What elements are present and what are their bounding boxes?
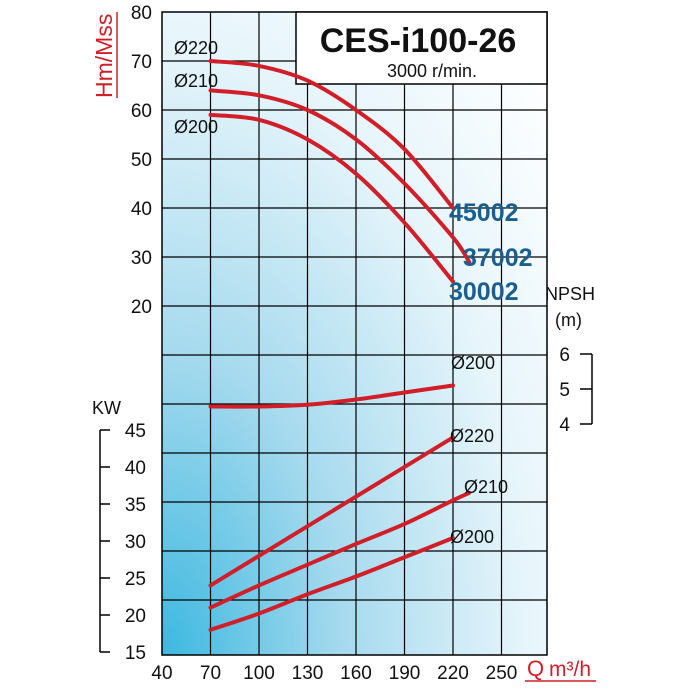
kw-tick-label: 35 bbox=[125, 495, 146, 516]
kw-tick-label: 40 bbox=[125, 458, 146, 479]
power-curve-label: Ø200 bbox=[450, 527, 494, 547]
head-tick-label: 60 bbox=[131, 101, 152, 122]
npsh-curve-line bbox=[208, 383, 455, 409]
head-tick-label: 80 bbox=[131, 3, 152, 24]
power-curve-line bbox=[208, 490, 472, 610]
x-tick-label: 160 bbox=[340, 663, 372, 684]
head-tick-label: 50 bbox=[131, 150, 152, 171]
head-curve-model-label: 37002 bbox=[463, 244, 533, 272]
axis-ticks: 40 70 100 130 160 190 220 250807060504030204540… bbox=[99, 3, 593, 684]
kw-axis-label: KW bbox=[92, 398, 121, 418]
plot-background bbox=[162, 12, 547, 655]
head-tick-label: 20 bbox=[131, 297, 152, 318]
x-tick-label: 100 bbox=[243, 663, 275, 684]
kw-tick-label: 15 bbox=[125, 643, 146, 664]
kw-tick-label: 30 bbox=[125, 532, 146, 553]
npsh-tick-label: 5 bbox=[559, 380, 570, 401]
x-tick-label: 190 bbox=[389, 663, 421, 684]
head-curve-diameter-label: Ø220 bbox=[174, 38, 218, 58]
head-curve-model-label: 30002 bbox=[449, 278, 519, 306]
kw-tick-label: 20 bbox=[125, 606, 146, 627]
head-curve-line bbox=[208, 112, 455, 284]
npsh-axis-unit: (m) bbox=[555, 310, 582, 330]
head-curve-line bbox=[208, 88, 472, 264]
power-curve-label: Ø220 bbox=[450, 426, 494, 446]
npsh-axis-label: NPSH bbox=[545, 284, 595, 304]
x-axis-label-unit: m³/h bbox=[549, 658, 591, 681]
head-curve-diameter-label: Ø210 bbox=[174, 71, 218, 91]
kw-tick-label: 45 bbox=[125, 421, 146, 442]
head-curve-diameter-label: Ø200 bbox=[174, 117, 218, 137]
head-tick-label: 30 bbox=[131, 248, 152, 269]
power-curve-line bbox=[208, 435, 455, 588]
npsh-tick-label: 4 bbox=[559, 415, 570, 436]
npsh-tick-label: 6 bbox=[559, 345, 570, 366]
x-tick-label: 220 bbox=[437, 663, 469, 684]
head-tick-label: 40 bbox=[131, 199, 152, 220]
head-axis-label: Hm/Mss bbox=[91, 14, 117, 98]
curves: Ø220 45002 Ø210 37002 Ø200 30002 Ø200 Ø220 Ø210 Ø… bbox=[174, 38, 533, 632]
chart-title: CES-i100-26 bbox=[320, 22, 517, 60]
chart-subtitle: 3000 r/min. bbox=[387, 61, 477, 81]
title-box bbox=[295, 11, 548, 85]
head-tick-label: 70 bbox=[131, 52, 152, 73]
head-curve-model-label: 45002 bbox=[449, 199, 519, 227]
power-curve-label: Ø210 bbox=[464, 477, 508, 497]
x-axis-label-q: Q bbox=[527, 656, 544, 681]
npsh-curve-label: Ø200 bbox=[451, 353, 495, 373]
x-tick-label: 250 bbox=[486, 663, 518, 684]
power-curve-line bbox=[208, 536, 455, 632]
kw-tick-label: 25 bbox=[125, 569, 146, 590]
x-tick-label: 40 bbox=[151, 663, 172, 684]
head-curve-line bbox=[208, 59, 455, 210]
x-tick-label: 70 bbox=[200, 663, 221, 684]
x-tick-label: 130 bbox=[292, 663, 324, 684]
